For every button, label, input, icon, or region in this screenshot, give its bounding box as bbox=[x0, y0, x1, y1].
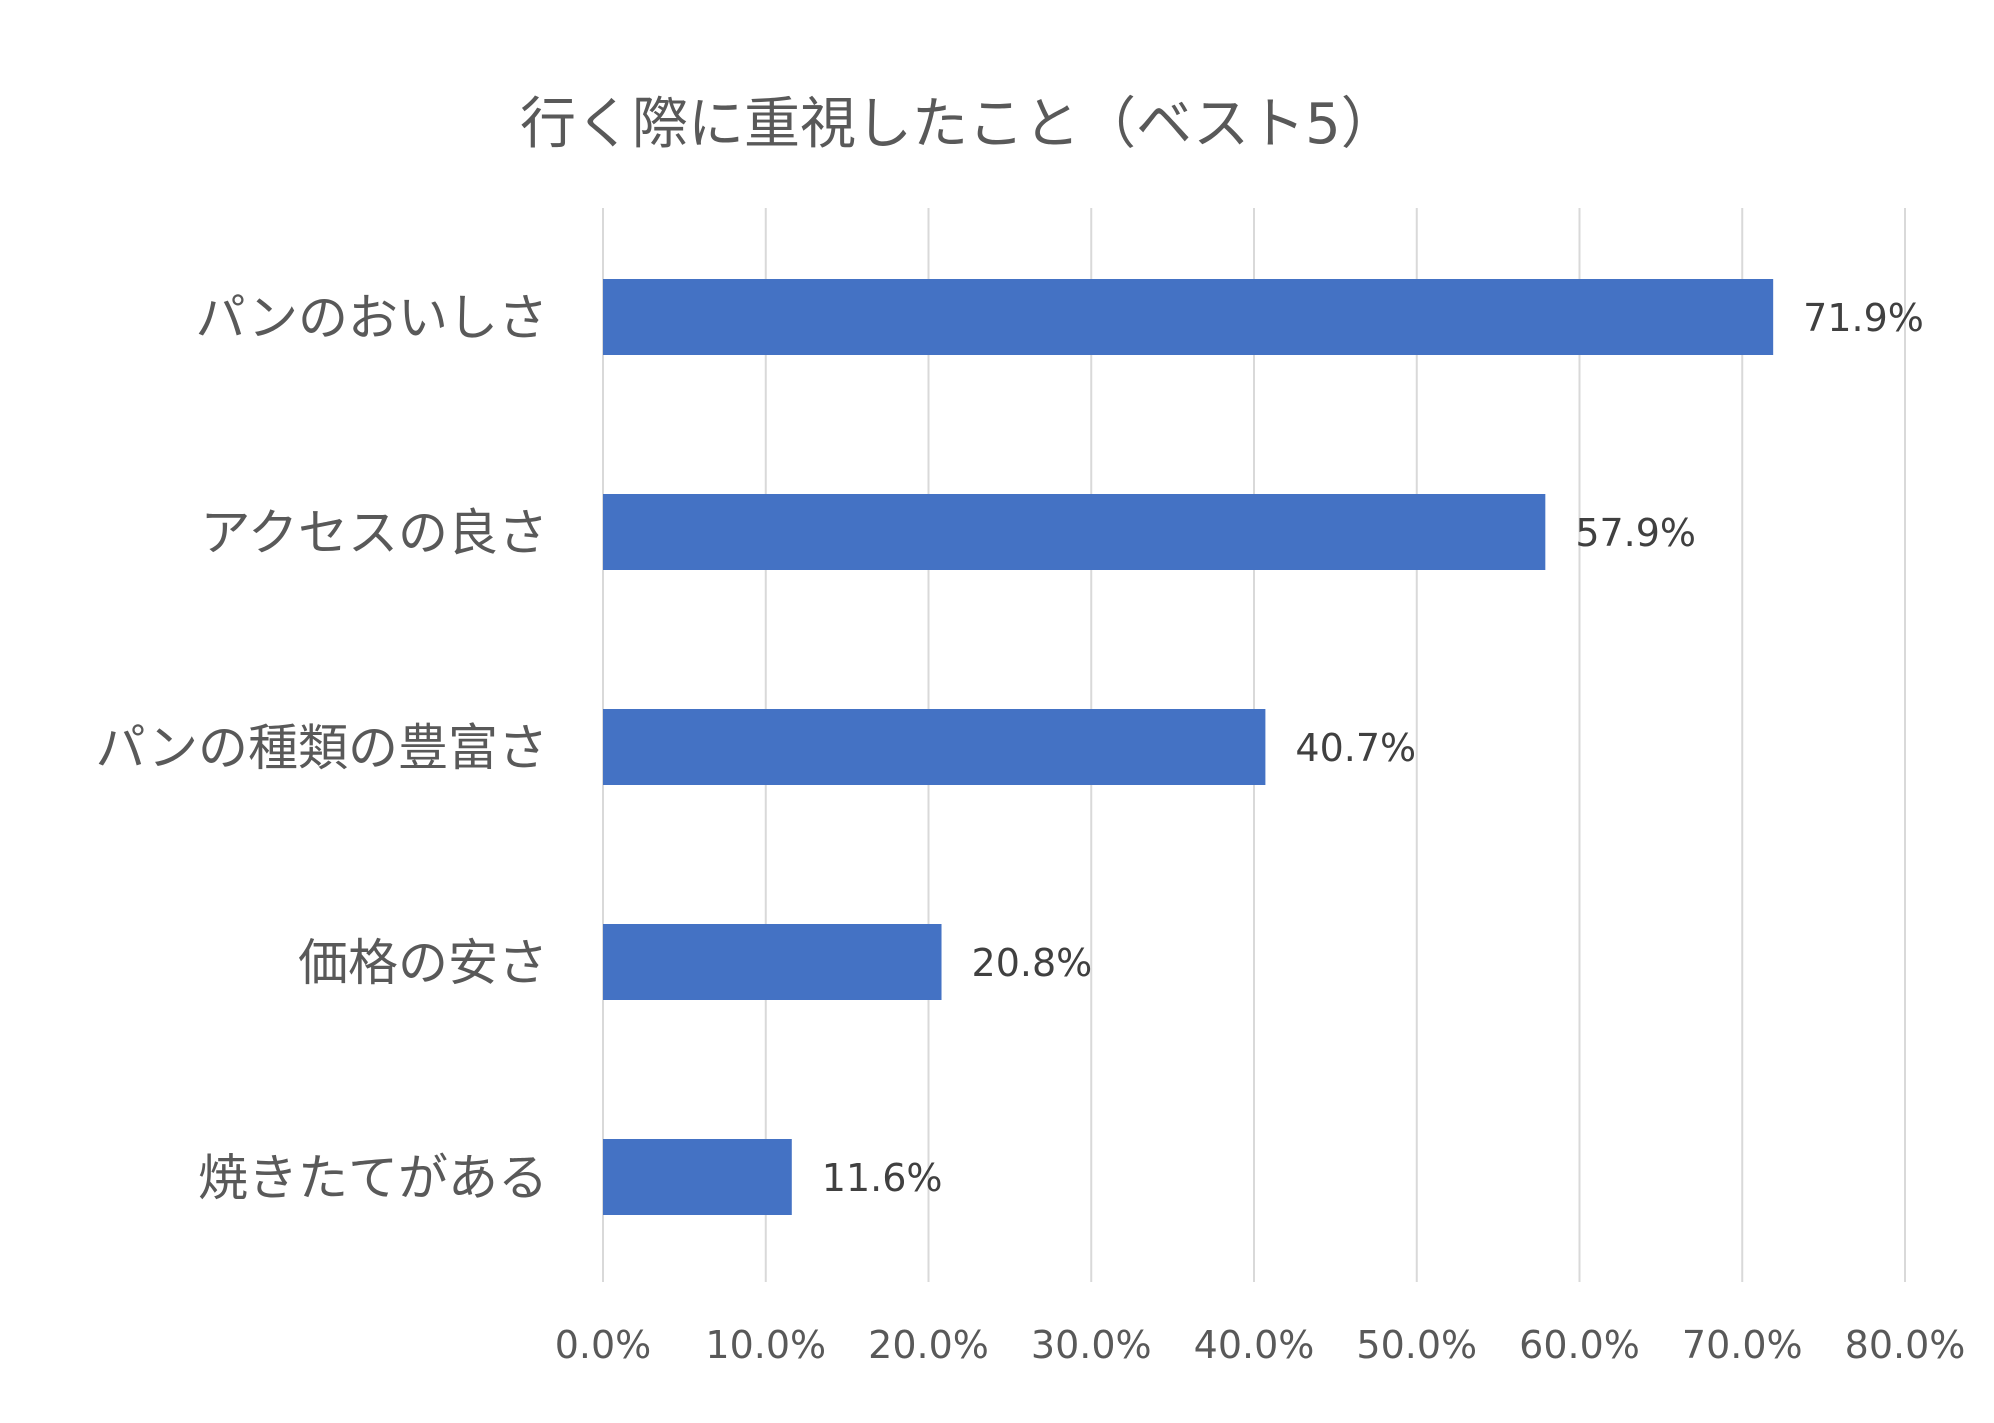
bar-1 bbox=[603, 494, 1546, 570]
x-tick-label-1: 10.0% bbox=[705, 1323, 826, 1367]
value-label-3: 20.8% bbox=[972, 941, 1093, 985]
bars bbox=[603, 279, 1774, 1215]
x-tick-label-0: 0.0% bbox=[555, 1323, 652, 1367]
bar-4 bbox=[603, 1139, 792, 1215]
x-tick-label-4: 40.0% bbox=[1194, 1323, 1315, 1367]
x-tick-label-8: 80.0% bbox=[1845, 1323, 1966, 1367]
x-tick-label-7: 70.0% bbox=[1682, 1323, 1803, 1367]
category-label-1: アクセスの良さ bbox=[201, 504, 549, 562]
bar-2 bbox=[603, 709, 1266, 785]
value-label-0: 71.9% bbox=[1803, 296, 1924, 340]
x-tick-label-6: 60.0% bbox=[1519, 1323, 1640, 1367]
x-tick-label-2: 20.0% bbox=[868, 1323, 989, 1367]
value-labels: 71.9% 57.9% 40.7% 20.8% 11.6% bbox=[822, 296, 1924, 1200]
x-tick-label-5: 50.0% bbox=[1356, 1323, 1477, 1367]
category-label-4: 焼きたてがある bbox=[198, 1149, 548, 1207]
chart-title: 行く際に重視したこと（ベスト5） bbox=[520, 92, 1397, 157]
x-tick-label-3: 30.0% bbox=[1031, 1323, 1152, 1367]
bar-3 bbox=[603, 924, 942, 1000]
value-label-2: 40.7% bbox=[1295, 726, 1416, 770]
value-label-4: 11.6% bbox=[822, 1156, 943, 1200]
value-label-1: 57.9% bbox=[1575, 511, 1696, 555]
x-tick-labels: 0.0% 10.0% 20.0% 30.0% 40.0% 50.0% 60.0% 70.0% 8… bbox=[555, 1323, 1966, 1367]
category-label-0: パンのおいしさ bbox=[196, 289, 549, 347]
bar-0 bbox=[603, 279, 1774, 355]
category-label-3: 価格の安さ bbox=[298, 934, 548, 992]
category-label-2: パンの種類の豊富さ bbox=[96, 719, 549, 777]
